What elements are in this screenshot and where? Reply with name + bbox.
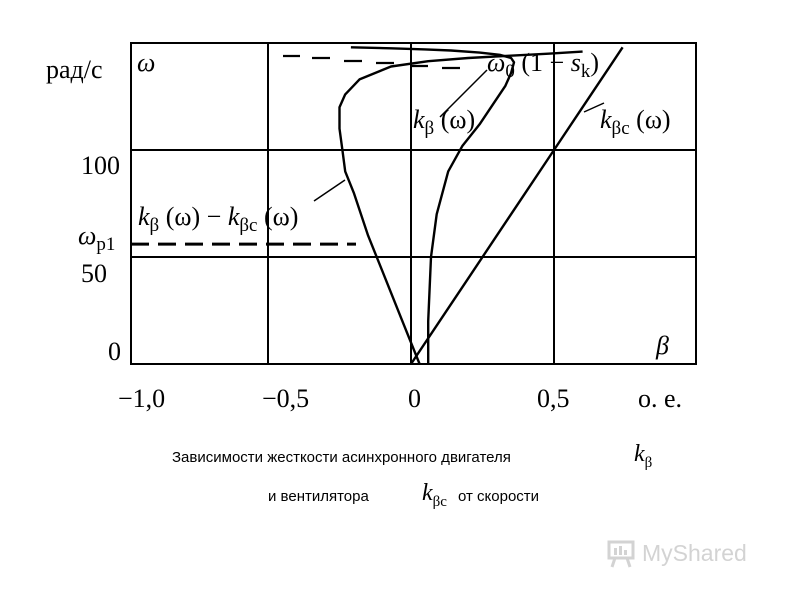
y-tick-label-1: 50 [81, 259, 107, 288]
omega-p1-label: ωр1 [78, 221, 115, 255]
x-tick-label-2: 0 [408, 384, 421, 413]
x-tick-label-1: −0,5 [262, 384, 309, 413]
y-tick-label-0: 0 [108, 337, 121, 366]
caption-line-1: Зависимости жесткости асинхронного двига… [172, 449, 511, 466]
x-tick-label-0: −1,0 [118, 384, 165, 413]
caption-symbol-k-beta: kβ [634, 441, 653, 471]
chart-marks [131, 46, 624, 365]
y-unit-label: рад/с [46, 55, 103, 84]
series-line-k_diff [338, 50, 583, 365]
y-axis-symbol: ω [137, 48, 155, 77]
series-line-k_beta_c [410, 46, 624, 365]
annotation-k-beta: kβ (ω) [413, 105, 475, 139]
series-line-k_beta [350, 46, 516, 364]
y-tick-label-2: 100 [81, 151, 120, 180]
x-axis-symbol: β [655, 331, 669, 360]
leader-line-k-beta-c [583, 102, 605, 113]
caption-symbol-k-beta-c: kβс [422, 480, 447, 510]
caption-line-2-suffix: от скорости [458, 488, 540, 505]
plot-frame [130, 42, 697, 365]
annotation-k-diff: kβ (ω) − kβс (ω) [138, 202, 298, 236]
presentation-board-icon [606, 538, 636, 568]
caption-line-2-prefix: и вентилятора [268, 488, 369, 505]
watermark-logo: MyShared [606, 538, 747, 568]
x-tick-label-3: 0,5 [537, 384, 570, 413]
chart-labels: −1,0 −0,5 0 0,5 о. е. 0 50 100 рад/с ω β ωр1 kβ (ω) k… [46, 48, 682, 413]
watermark-text: MyShared [642, 539, 747, 566]
annotation-k-beta-c: kβс (ω) [600, 105, 671, 139]
omega-sync-dashed-line [283, 54, 460, 70]
annotation-omega0: ω0 (1 − sk) [487, 48, 599, 82]
x-unit-label: о. е. [638, 384, 682, 413]
leader-line-k-beta [439, 69, 488, 118]
chart-grid [130, 42, 697, 365]
leader-line-diff [313, 179, 346, 202]
